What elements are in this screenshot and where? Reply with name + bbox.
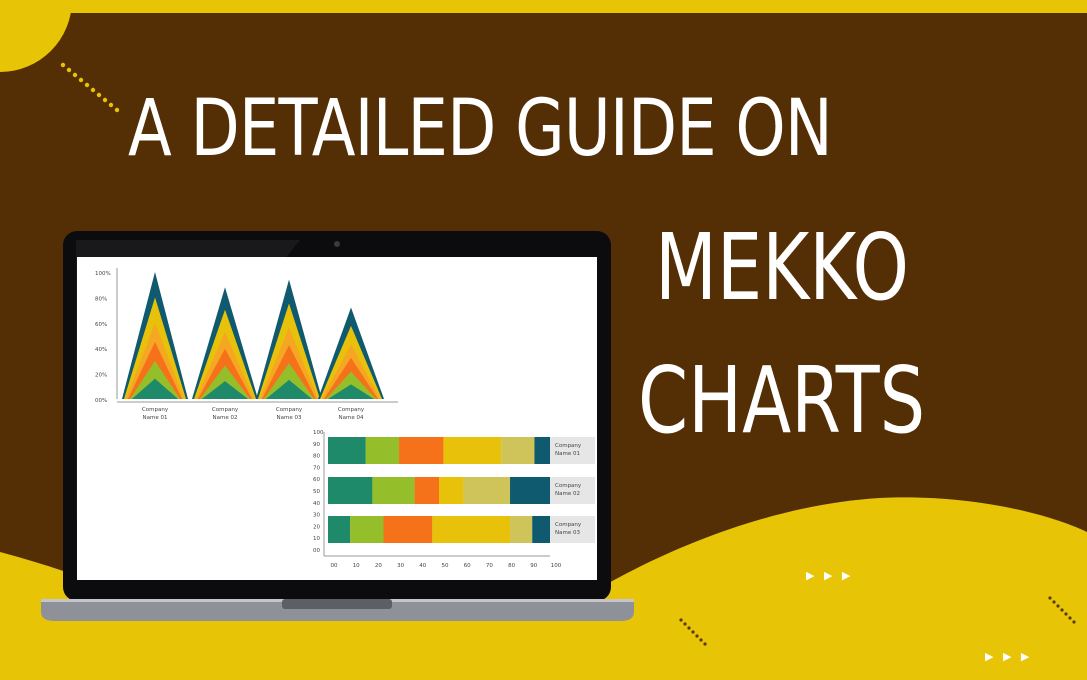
y-tick-label: 70: [313, 465, 320, 471]
bar-segment: [432, 516, 511, 543]
x-tick-label: 10: [353, 563, 360, 569]
y-tick-label: 00: [313, 548, 320, 554]
dotted-line-top-left: [60, 62, 120, 113]
top-accent-strip: [0, 0, 1087, 13]
y-tick-label: 40: [313, 501, 320, 507]
bar-segment: [328, 477, 373, 504]
x-tick-label: 100: [551, 563, 562, 569]
area-layer: [327, 384, 375, 399]
y-tick-label: 100%: [95, 271, 111, 277]
y-tick-label: 00%: [95, 398, 107, 404]
y-tick-label: 100: [313, 430, 324, 436]
y-tick-label: 60: [313, 477, 320, 483]
title-line-1: A DETAILED GUIDE ON: [128, 84, 833, 174]
bar-segment: [439, 477, 464, 504]
dotted-line-bottom-mid: [679, 618, 707, 646]
x-tick-label: 80: [508, 563, 515, 569]
x-tick-label: 00: [331, 563, 338, 569]
bar-segment: [399, 437, 444, 464]
title-line-3: CHARTS: [638, 347, 926, 454]
category-label: Company: [142, 407, 169, 413]
y-tick-label: 60%: [95, 322, 107, 328]
category-label: Name 03: [555, 530, 580, 536]
laptop-notch: [282, 599, 392, 609]
stacked-bar-chart: 100 90 80 70 60 50 40 30 20 10 00 00 10 20 30 40 50 60 70 8…: [313, 430, 595, 569]
bar-segment: [372, 477, 415, 504]
category-label: Company: [276, 407, 303, 413]
triangle-area-chart: 100% 80% 60% 40% 20% 00% Company Name 01 Company…: [95, 268, 398, 421]
category-label: Name 01: [143, 415, 168, 421]
category-label: Company: [555, 483, 582, 489]
laptop-base: [41, 599, 634, 621]
x-tick-label: 60: [464, 563, 471, 569]
category-label: Company: [555, 522, 582, 528]
y-tick-label: 80: [313, 454, 320, 460]
bar-segment: [532, 516, 550, 543]
bar-segment: [328, 516, 351, 543]
dotted-line-bottom-right: [1048, 596, 1076, 624]
y-tick-label: 80%: [95, 296, 107, 302]
x-tick-label: 40: [419, 563, 426, 569]
webcam: [334, 241, 340, 247]
bar-segment: [534, 437, 550, 464]
bar-segment: [365, 437, 400, 464]
x-tick-label: 90: [530, 563, 537, 569]
y-tick-label: 20: [313, 524, 320, 530]
y-tick-label: 30: [313, 513, 320, 519]
area-layer: [265, 379, 313, 399]
bar-segment: [414, 477, 439, 504]
bar-segment: [328, 437, 366, 464]
x-tick-label: 50: [442, 563, 449, 569]
category-label: Name 04: [339, 415, 364, 421]
category-label: Name 02: [555, 491, 580, 497]
category-label: Name 01: [555, 451, 580, 457]
laptop: [41, 231, 634, 621]
title-line-2: MEKKO: [655, 214, 909, 321]
bar-segment: [510, 516, 533, 543]
x-tick-label: 70: [486, 563, 493, 569]
y-tick-label: 20%: [95, 373, 107, 379]
x-tick-label: 20: [375, 563, 382, 569]
bar-segment: [463, 477, 511, 504]
category-label: Company: [212, 407, 239, 413]
bar-segment: [350, 516, 384, 543]
arrows-icon: ▶ ▶ ▶: [985, 650, 1033, 663]
category-label: Company: [555, 443, 582, 449]
arrows-icon: ▶ ▶ ▶: [806, 569, 854, 582]
category-label: Name 02: [213, 415, 238, 421]
bar-segment: [510, 477, 550, 504]
area-layer: [201, 381, 249, 399]
x-tick-label: 30: [397, 563, 404, 569]
area-layer: [131, 378, 179, 399]
bottom-wave: [0, 497, 1087, 680]
corner-blob-top-left: [0, 0, 72, 72]
y-tick-label: 10: [313, 536, 320, 542]
category-label: Name 03: [277, 415, 302, 421]
y-tick-label: 90: [313, 442, 320, 448]
bar-segment: [443, 437, 502, 464]
bar-segment: [383, 516, 433, 543]
bar-segment: [501, 437, 535, 464]
y-tick-label: 40%: [95, 347, 107, 353]
y-tick-label: 50: [313, 489, 320, 495]
category-label: Company: [338, 407, 365, 413]
